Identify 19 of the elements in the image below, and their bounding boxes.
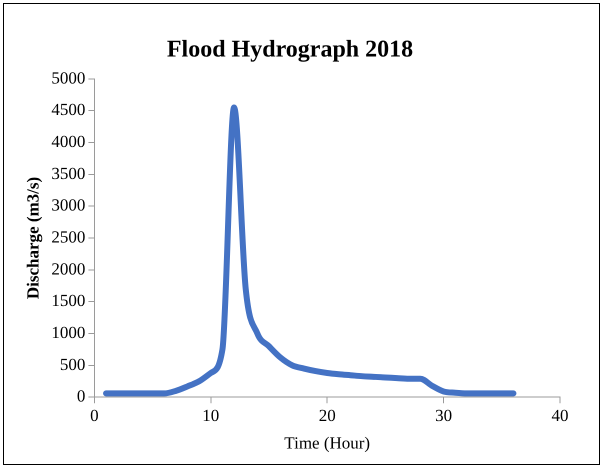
- x-tick-label: 30: [435, 406, 452, 425]
- y-tick-label: 1500: [51, 291, 86, 310]
- x-tick-label: 0: [90, 406, 99, 425]
- y-axis-title: Discharge (m3/s): [24, 176, 43, 300]
- x-axis-title: Time (Hour): [284, 433, 370, 452]
- y-tick-label: 1000: [51, 322, 86, 342]
- y-tick-label: 0: [76, 386, 86, 406]
- y-tick-label: 3000: [51, 196, 86, 215]
- x-tick-label: 40: [552, 406, 568, 425]
- y-tick-label: 500: [60, 354, 86, 374]
- y-tick-label: 3500: [51, 164, 86, 183]
- y-tick-label: 5000: [51, 68, 86, 88]
- y-tick-label: 4500: [51, 100, 86, 120]
- x-tick-label: 20: [318, 406, 336, 425]
- y-tick-label: 2500: [51, 227, 86, 246]
- x-tick-label: 10: [202, 406, 220, 425]
- chart-title: Flood Hydrograph 2018: [166, 36, 414, 63]
- y-tick-label: 4000: [51, 132, 86, 151]
- y-tick-label: 2000: [51, 259, 86, 278]
